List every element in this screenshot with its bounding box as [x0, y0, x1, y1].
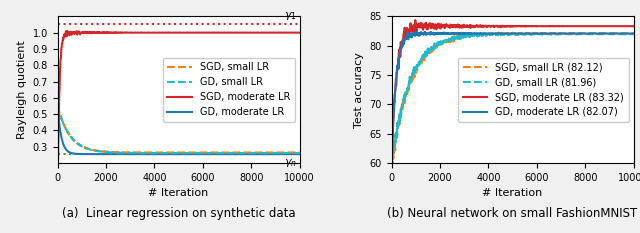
SGD, moderate LR (83.32) [586, 25, 593, 27]
Line: GD, small LR (81.96): GD, small LR (81.96) [392, 34, 634, 162]
GD, small LR [164, 152, 172, 154]
SGD, moderate LR (83.32) [403, 37, 410, 40]
Y-axis label: Test accuracy: Test accuracy [354, 52, 364, 128]
Line: SGD, moderate LR: SGD, moderate LR [58, 31, 300, 196]
SGD, small LR (82.12) [388, 162, 396, 164]
SGD, small LR (82.12) [495, 31, 502, 34]
GD, moderate LR [68, 152, 76, 155]
SGD, moderate LR [284, 31, 292, 34]
GD, moderate LR (82.07) [586, 32, 593, 35]
SGD, small LR (82.12) [577, 32, 584, 35]
SGD, moderate LR [68, 32, 76, 35]
Line: SGD, small LR (82.12): SGD, small LR (82.12) [392, 32, 634, 163]
GD, moderate LR (82.07) [413, 30, 420, 33]
GD, moderate LR [296, 153, 303, 155]
SGD, small LR (82.12) [437, 44, 445, 46]
SGD, small LR (82.12) [403, 92, 410, 95]
Y-axis label: Rayleigh quotient: Rayleigh quotient [17, 40, 27, 139]
SGD, small LR [284, 151, 292, 154]
X-axis label: # Iteration: # Iteration [483, 188, 543, 198]
GD, small LR (81.96) [388, 159, 396, 161]
GD, moderate LR [103, 153, 111, 155]
Legend: SGD, small LR (82.12), GD, small LR (81.96), SGD, moderate LR (83.32), GD, moder: SGD, small LR (82.12), GD, small LR (81.… [458, 58, 628, 122]
GD, small LR (81.96) [586, 33, 593, 35]
GD, small LR [268, 152, 276, 154]
Line: GD, moderate LR: GD, moderate LR [58, 106, 300, 154]
SGD, moderate LR [296, 31, 303, 34]
GD, small LR (81.96) [618, 33, 626, 36]
GD, moderate LR (82.07) [618, 32, 626, 35]
Text: $\gamma_1$: $\gamma_1$ [284, 10, 297, 22]
SGD, small LR [268, 151, 276, 154]
SGD, moderate LR [63, 29, 71, 32]
SGD, moderate LR (83.32) [630, 25, 637, 27]
GD, moderate LR (82.07) [388, 162, 396, 164]
GD, small LR [252, 152, 259, 154]
SGD, moderate LR [252, 31, 259, 34]
GD, moderate LR (82.07) [602, 32, 610, 35]
GD, small LR (81.96) [403, 92, 410, 95]
GD, moderate LR [92, 153, 99, 156]
SGD, small LR [103, 150, 111, 153]
SGD, moderate LR [268, 31, 276, 34]
SGD, small LR [243, 151, 250, 154]
SGD, small LR (82.12) [586, 32, 593, 35]
SGD, moderate LR (83.32) [602, 25, 610, 27]
Legend: SGD, small LR, GD, small LR, SGD, moderate LR, GD, moderate LR: SGD, small LR, GD, small LR, SGD, modera… [163, 58, 295, 122]
GD, small LR [103, 151, 111, 154]
SGD, moderate LR (83.32) [618, 25, 626, 27]
SGD, moderate LR (83.32) [437, 23, 445, 26]
GD, small LR [284, 152, 292, 154]
SGD, moderate LR [243, 31, 250, 34]
GD, moderate LR (82.07) [630, 32, 637, 35]
SGD, small LR (82.12) [630, 32, 637, 35]
SGD, small LR [156, 151, 164, 154]
SGD, small LR [296, 151, 303, 154]
GD, small LR [243, 152, 250, 154]
SGD, moderate LR (83.32) [577, 25, 584, 27]
GD, small LR [68, 137, 76, 140]
GD, moderate LR [54, 105, 61, 107]
GD, moderate LR (82.07) [437, 33, 445, 36]
GD, small LR (81.96) [486, 32, 493, 35]
SGD, small LR (82.12) [618, 32, 626, 35]
Line: GD, small LR: GD, small LR [58, 106, 300, 153]
GD, small LR [54, 105, 61, 107]
SGD, small LR (82.12) [602, 32, 610, 34]
Line: SGD, small LR: SGD, small LR [58, 106, 300, 153]
SGD, small LR [252, 151, 259, 154]
GD, small LR [296, 152, 303, 154]
SGD, small LR (82.12) [388, 159, 396, 162]
GD, moderate LR [243, 153, 250, 156]
GD, moderate LR [268, 153, 276, 155]
GD, moderate LR [252, 153, 259, 156]
Text: (a)  Linear regression on synthetic data: (a) Linear regression on synthetic data [62, 207, 296, 220]
GD, moderate LR [284, 153, 292, 155]
SGD, moderate LR [103, 31, 111, 34]
SGD, small LR [54, 104, 61, 107]
Text: $\gamma_n$: $\gamma_n$ [284, 157, 297, 169]
SGD, moderate LR (83.32) [412, 19, 419, 21]
SGD, moderate LR (83.32) [388, 160, 396, 163]
GD, moderate LR (82.07) [577, 32, 584, 35]
GD, small LR (81.96) [602, 33, 610, 36]
SGD, small LR [68, 137, 76, 140]
GD, moderate LR (82.07) [403, 37, 410, 40]
GD, small LR (81.96) [437, 42, 445, 45]
Line: GD, moderate LR (82.07): GD, moderate LR (82.07) [392, 32, 634, 163]
X-axis label: # Iteration: # Iteration [148, 188, 209, 198]
GD, small LR (81.96) [630, 33, 637, 36]
GD, small LR (81.96) [388, 161, 396, 164]
GD, small LR (81.96) [577, 33, 584, 35]
SGD, moderate LR [54, 194, 61, 197]
Line: SGD, moderate LR (83.32): SGD, moderate LR (83.32) [392, 20, 634, 161]
Text: (b) Neural network on small FashionMNIST: (b) Neural network on small FashionMNIST [387, 207, 637, 220]
